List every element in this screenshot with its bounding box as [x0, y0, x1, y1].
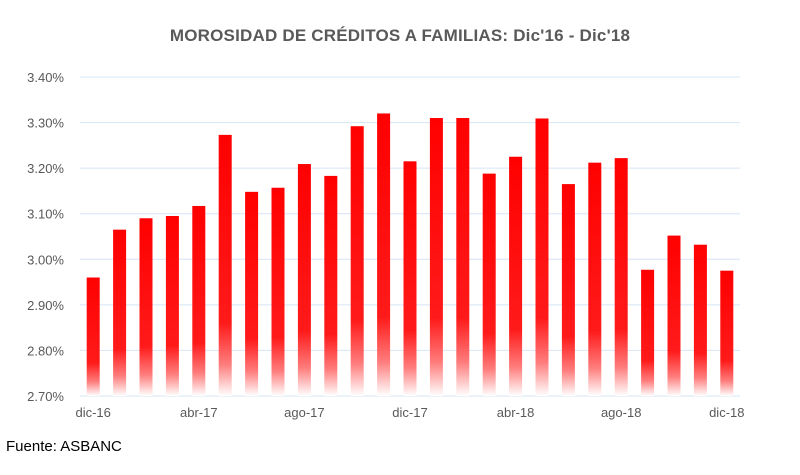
- bar-nov-17: [377, 113, 391, 396]
- bar-sep-18: [641, 269, 655, 396]
- bars: [86, 113, 734, 397]
- bar-dic-17: [403, 161, 417, 396]
- x-tick-label: dic-18: [709, 405, 744, 420]
- bar-abr-17: [192, 205, 206, 396]
- bar-may-18: [535, 118, 549, 396]
- y-tick-label: 2.90%: [27, 298, 64, 313]
- x-tick-label: ago-17: [284, 405, 324, 420]
- bar-jul-18: [588, 162, 602, 396]
- bar-sep-17: [324, 175, 338, 396]
- bar-jun-17: [245, 191, 259, 396]
- bar-dic-16: [86, 277, 100, 396]
- bar-ago-18: [614, 158, 628, 396]
- y-tick-label: 3.10%: [27, 207, 64, 222]
- bar-jul-17: [271, 187, 285, 396]
- bar-nov-18: [693, 244, 707, 396]
- x-tick-label: dic-16: [75, 405, 110, 420]
- y-tick-label: 3.20%: [27, 161, 64, 176]
- bar-ene-18: [429, 118, 443, 396]
- bar-feb-17: [139, 218, 153, 396]
- x-axis: dic-16 abr-17 ago-17 dic-17 abr-18 ago-18 dic-…: [75, 405, 744, 420]
- bar-ene-17: [113, 229, 127, 396]
- chart-title: MOROSIDAD DE CRÉDITOS A FAMILIAS: Dic'16…: [169, 26, 631, 45]
- x-tick-label: dic-17: [392, 405, 427, 420]
- bar-oct-18: [667, 235, 681, 396]
- bar-feb-18: [456, 118, 470, 396]
- bar-dic-18: [720, 270, 734, 396]
- bar-ago-17: [297, 164, 311, 396]
- bar-jun-18: [561, 184, 575, 396]
- x-tick-label: abr-17: [180, 405, 218, 420]
- bar-mar-17: [165, 215, 179, 396]
- bar-oct-17: [350, 126, 364, 397]
- y-tick-label: 3.30%: [27, 116, 64, 131]
- x-tick-label: ago-18: [601, 405, 641, 420]
- bar-abr-18: [509, 156, 523, 396]
- y-tick-label: 2.80%: [27, 343, 64, 358]
- bar-mar-18: [482, 173, 496, 396]
- y-tick-label: 3.40%: [27, 70, 64, 85]
- source-note: Fuente: ASBANC: [6, 438, 122, 455]
- y-tick-label: 3.00%: [27, 252, 64, 267]
- x-tick-label: abr-18: [497, 405, 535, 420]
- y-tick-label: 2.70%: [27, 389, 64, 404]
- y-axis: 2.70% 2.80% 2.90% 3.00% 3.10% 3.20% 3.30% 3.40%: [27, 70, 64, 404]
- bar-may-17: [218, 134, 232, 396]
